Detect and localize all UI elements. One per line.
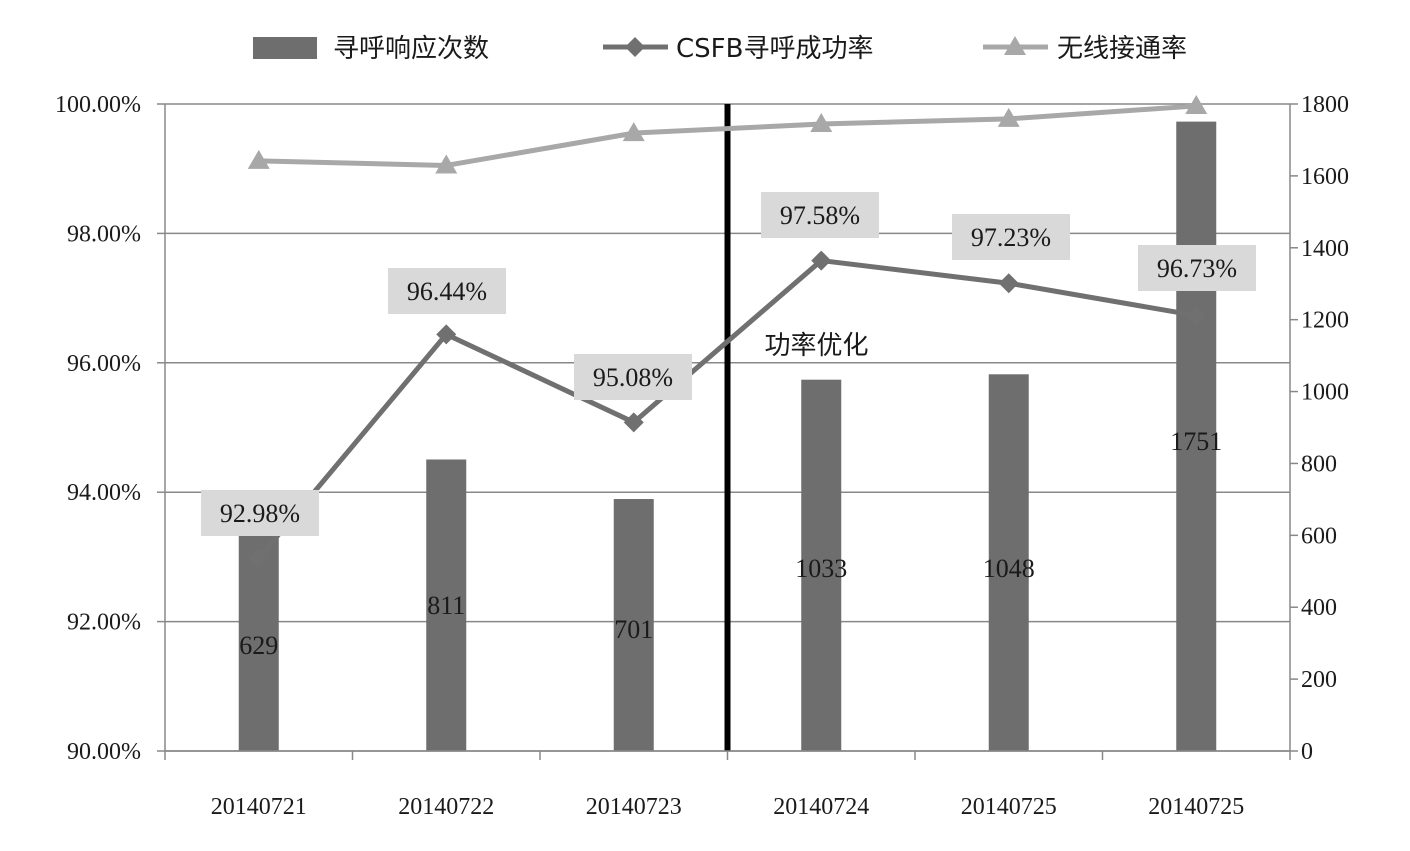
rate-label-box <box>1138 245 1256 291</box>
x-tick-label: 20140725 <box>961 794 1057 820</box>
triangle-marker <box>1185 94 1208 114</box>
series-line-wireless <box>258 103 1197 168</box>
rate-data-label: 97.23% <box>971 223 1051 252</box>
x-tick-label: 20140723 <box>586 794 682 820</box>
rate-data-label: 96.73% <box>1157 254 1237 283</box>
bar <box>426 459 467 751</box>
legend-label-bar: 寻呼响应次数 <box>333 34 489 64</box>
legend-swatch-bar <box>253 37 317 59</box>
y-left-tick-label: 98.00% <box>67 221 141 247</box>
triangle-marker <box>622 122 645 142</box>
rate-data-label: 97.58% <box>780 201 860 230</box>
bar-series <box>238 121 1217 751</box>
y-left-tick-label: 92.00% <box>67 610 141 636</box>
rate-data-label: 92.98% <box>220 499 300 528</box>
diamond-marker <box>623 412 644 433</box>
legend: 寻呼响应次数 CSFB寻呼成功率 无线接通率 <box>253 34 1187 64</box>
rate-data-label: 96.44% <box>407 277 487 306</box>
line-series <box>247 94 1208 569</box>
y-left-tick-label: 100.00% <box>55 92 141 118</box>
series-line-csfb <box>256 258 1197 560</box>
diamond-marker <box>436 324 457 345</box>
x-tick-label: 20140721 <box>211 794 307 820</box>
bar-data-label: 1048 <box>983 554 1035 583</box>
y-right-tick-label: 1200 <box>1301 308 1349 334</box>
y-left-tick-label: 96.00% <box>67 351 141 377</box>
axes: 90.00% 92.00% 94.00% 96.00% 98.00% 100.00% 0 20… <box>55 92 1349 820</box>
data-labels: 629 811 701 1033 1048 1751 功率优化 92.98% 96.44% 95.… <box>201 192 1256 660</box>
bar-data-label: 629 <box>239 631 278 660</box>
bar <box>613 499 654 751</box>
y-right-tick-label: 0 <box>1301 739 1313 765</box>
legend-label-wireless: 无线接通率 <box>1057 34 1187 64</box>
legend-diamond-marker <box>625 37 645 57</box>
y-right-tick-label: 200 <box>1301 667 1337 693</box>
annotation-text: 功率优化 <box>765 331 869 361</box>
x-tick-label: 20140725 <box>1148 794 1244 820</box>
rate-label-box <box>761 192 879 238</box>
y-right-tick-label: 1400 <box>1301 236 1349 262</box>
rate-label-box <box>952 214 1070 260</box>
legend-triangle-marker <box>1004 36 1026 55</box>
bar <box>801 379 842 751</box>
x-tick-label: 20140724 <box>773 794 869 820</box>
bar <box>988 374 1029 751</box>
bar-data-label: 1033 <box>795 554 847 583</box>
y-right-tick-label: 1800 <box>1301 92 1349 118</box>
diamond-marker <box>998 273 1019 294</box>
triangle-marker <box>247 149 270 169</box>
y-right-tick-label: 400 <box>1301 595 1337 621</box>
bar-data-label: 1751 <box>1170 427 1222 456</box>
diamond-marker <box>811 250 832 271</box>
triangle-marker <box>997 107 1020 127</box>
y-right-tick-label: 1000 <box>1301 380 1349 406</box>
x-tick-label: 20140722 <box>398 794 494 820</box>
rate-label-box <box>574 354 692 400</box>
rate-label-box <box>388 268 506 314</box>
diamond-marker <box>248 548 269 569</box>
y-left-tick-label: 90.00% <box>67 739 141 765</box>
y-right-tick-label: 800 <box>1301 451 1337 477</box>
triangle-marker <box>435 154 458 174</box>
triangle-marker <box>810 113 833 133</box>
y-right-tick-label: 600 <box>1301 523 1337 549</box>
y-right-tick-label: 1600 <box>1301 164 1349 190</box>
bar <box>1176 121 1217 751</box>
bar-data-label: 811 <box>427 591 465 620</box>
legend-label-csfb: CSFB寻呼成功率 <box>676 34 873 64</box>
bar-data-label: 701 <box>614 615 653 644</box>
diamond-marker <box>1186 305 1207 326</box>
y-left-tick-label: 94.00% <box>67 480 141 506</box>
rate-label-box <box>201 490 319 536</box>
rate-data-label: 95.08% <box>593 363 673 392</box>
